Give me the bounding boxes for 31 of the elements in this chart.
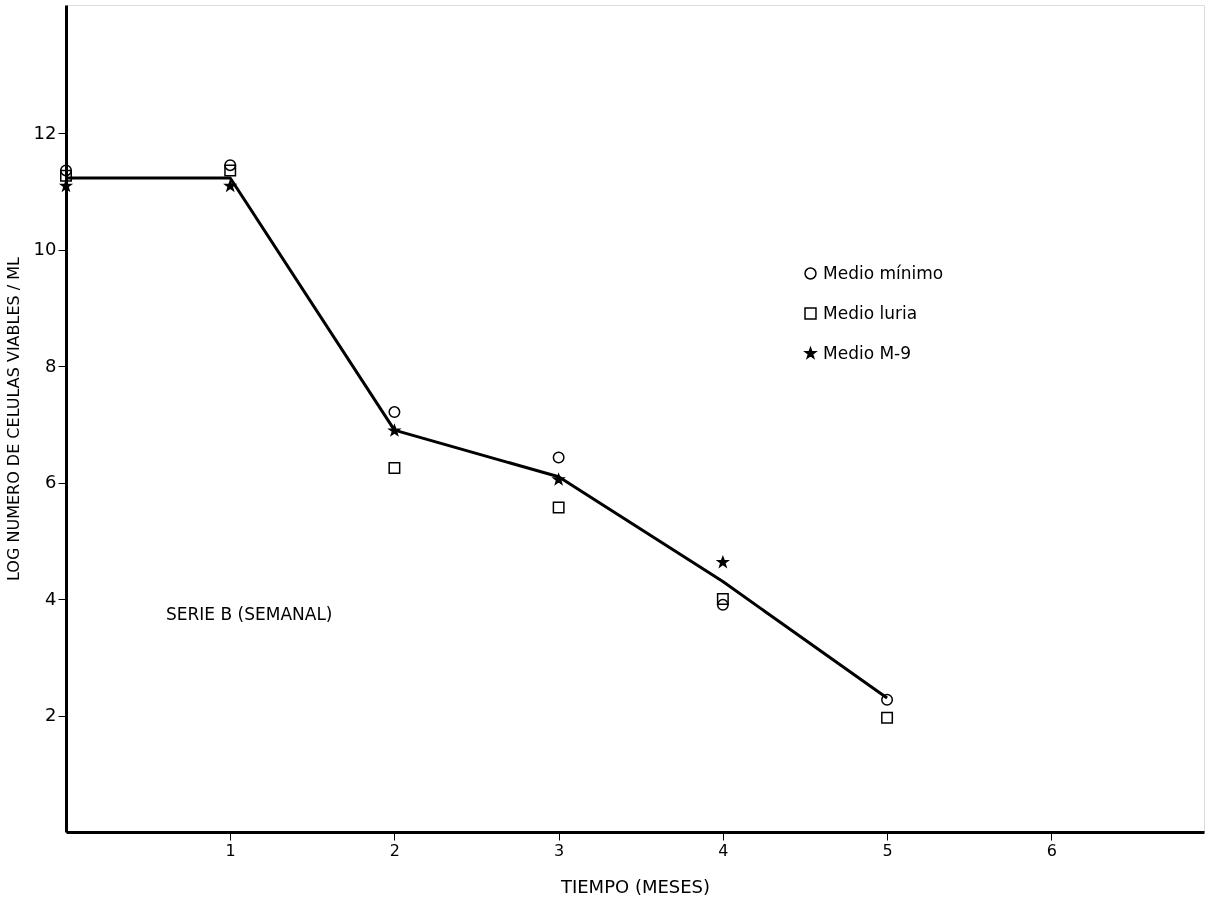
legend-label: Medio mínimo	[823, 262, 944, 283]
x-tick-label: 5	[882, 840, 893, 860]
legend-label: Medio M-9	[823, 342, 912, 363]
y-axis-title: LOG NUMERO DE CELULAS VIABLES / ML	[3, 256, 23, 581]
y-tick-label: 6	[45, 471, 57, 493]
point	[388, 424, 401, 436]
point	[552, 501, 565, 514]
annotation: SERIE B (SEMANAL)	[166, 604, 333, 624]
point	[60, 169, 72, 182]
y-tick-label: 8	[45, 354, 57, 376]
y-tick-label: 10	[33, 238, 57, 260]
point	[881, 711, 894, 724]
point	[716, 598, 729, 611]
legend-label: Medio luria	[823, 302, 918, 323]
x-axis-title: TIEMPO (MESES)	[559, 875, 711, 897]
point	[716, 593, 729, 606]
x-tick-label: 1	[225, 840, 236, 860]
x-tick-label: 6	[1046, 840, 1057, 860]
point	[388, 462, 401, 474]
y-tick-label: 4	[45, 587, 57, 609]
point	[224, 164, 237, 177]
point	[388, 406, 401, 419]
x-tick-label: 4	[718, 840, 729, 860]
point	[552, 451, 565, 464]
point	[224, 159, 237, 172]
point	[881, 693, 894, 706]
x-tick-label: 3	[554, 840, 565, 860]
y-tick-label: 2	[45, 704, 57, 726]
x-tick-label: 2	[389, 840, 401, 860]
point	[552, 473, 565, 485]
y-tick-label: 12	[33, 121, 57, 143]
